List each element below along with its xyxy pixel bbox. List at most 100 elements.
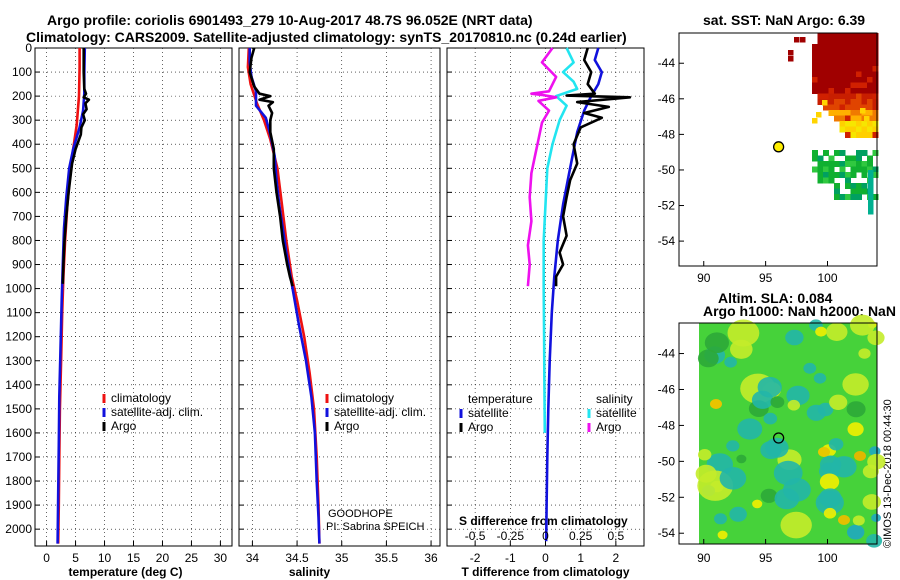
sst-cell [861, 166, 868, 173]
sst-cell [867, 33, 873, 39]
sst-cell [834, 71, 840, 78]
sst-cell [839, 115, 846, 122]
sst-cell [845, 104, 851, 111]
sst-cell [839, 166, 846, 173]
sst-cell [839, 71, 846, 78]
salinity-xlabel: salinity [289, 565, 331, 579]
sst-cell [861, 121, 868, 127]
sst-cell [867, 60, 873, 67]
sst-cell [867, 38, 873, 45]
sla-ytick-label: -44 [658, 347, 676, 361]
diff-legend-t-label: Argo [468, 420, 494, 434]
sst-cell [872, 33, 879, 39]
sla-blob [815, 326, 827, 337]
sst-cell [845, 99, 851, 105]
sst-cell [828, 38, 835, 45]
diff-top-tick-label: 0.5 [608, 529, 625, 543]
sst-cell [845, 121, 851, 127]
sst-cell [868, 175, 874, 182]
sst-ytick-label: -46 [658, 92, 676, 106]
sst-cell [828, 66, 835, 72]
sst-cell [861, 150, 868, 156]
series-satellite-adj-clim- [248, 48, 321, 544]
series-satellite-adj-clim- [56, 47, 87, 544]
sst-cell [822, 100, 828, 106]
sst-cell [812, 49, 818, 56]
sst-cell [850, 60, 857, 67]
sst-cell [845, 132, 851, 138]
sst-cell [845, 71, 851, 78]
sst-cell [812, 66, 818, 72]
temperature-legend-label: Argo [111, 419, 137, 433]
sst-cell [856, 110, 862, 116]
sst-cell [834, 110, 840, 116]
sst-cell [828, 33, 835, 39]
sst-cell [834, 77, 840, 83]
legend-salinity-title: salinity [596, 392, 633, 406]
sla-blob [714, 513, 727, 525]
difference-xtick-label: 1 [577, 551, 584, 565]
sst-cell [812, 118, 818, 124]
sla-blob [871, 513, 881, 523]
depth-tick-label: 700 [12, 209, 32, 223]
sst-cell [850, 33, 857, 39]
sst-cell [850, 194, 857, 200]
sla-blob [780, 511, 812, 539]
sst-cell [839, 99, 846, 105]
sst-cell [845, 93, 851, 100]
sst-cell [856, 188, 862, 195]
sst-cell [828, 99, 835, 105]
sst-cell [845, 155, 851, 162]
sst-cell [850, 115, 857, 122]
sst-cell [834, 99, 840, 105]
sst-cell [812, 88, 818, 94]
sst-cell [834, 88, 840, 94]
sst-cell [788, 50, 794, 56]
series-s-argo [526, 47, 558, 287]
sst-cell [839, 110, 846, 116]
sla-blob [831, 456, 857, 478]
sst-cell [867, 155, 873, 162]
sst-cell [872, 44, 879, 50]
sst-cell [867, 44, 873, 50]
sst-cell [861, 38, 868, 45]
sst-cell [850, 66, 857, 72]
sst-cell [812, 166, 818, 173]
sst-cell [867, 126, 873, 133]
sla-map-frame [678, 322, 878, 545]
sst-cell [864, 116, 870, 122]
sst-cell [834, 115, 840, 122]
sst-cell [861, 82, 868, 89]
sla-blob [842, 373, 869, 396]
sst-ytick-label: -48 [658, 127, 676, 141]
sst-cell [867, 161, 873, 167]
sla-xtick-label: 100 [817, 551, 837, 565]
sla-blob [867, 330, 885, 346]
sst-cell [828, 172, 835, 178]
sst-map-frame [678, 32, 878, 267]
sla-ytick-label: -54 [658, 526, 676, 540]
argo-location-marker-sla [772, 432, 785, 444]
salinity-xtick-label: 36 [424, 551, 438, 565]
sst-cell [850, 71, 857, 78]
sst-cell [867, 88, 873, 94]
sst-cell [828, 177, 835, 184]
sst-cell [828, 77, 835, 83]
depth-tick-label: 1600 [5, 426, 32, 440]
sst-cell [856, 49, 862, 56]
sst-cell [823, 66, 829, 72]
sla-blob [852, 515, 865, 526]
series-argo [248, 47, 294, 287]
sst-cell [867, 99, 873, 105]
sst-cell [868, 186, 874, 193]
sst-cell [850, 110, 857, 116]
sst-cell [867, 93, 873, 100]
sst-cell [823, 60, 829, 67]
sst-cell [872, 110, 879, 116]
sla-blob [751, 390, 774, 409]
sst-cell [861, 77, 868, 83]
sst-cell [817, 55, 824, 61]
diff-legend-s-label: Argo [596, 420, 622, 434]
sst-cell [817, 172, 824, 178]
sst-cell [856, 121, 862, 127]
